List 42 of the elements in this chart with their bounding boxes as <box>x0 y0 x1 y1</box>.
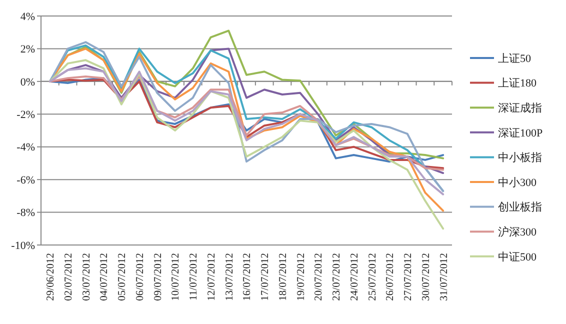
x-tick-label: 30/07/2012 <box>420 253 432 301</box>
x-tick-label: 31/07/2012 <box>438 253 450 301</box>
x-tick-label: 02/07/2012 <box>63 253 74 301</box>
x-tick-label: 20/07/2012 <box>314 253 325 301</box>
x-tick-label: 04/07/2012 <box>99 253 110 301</box>
x-tick-label: 18/07/2012 <box>278 253 289 301</box>
legend-label: 深证成指 <box>498 101 542 114</box>
line-series <box>48 67 444 196</box>
x-tick-label: 16/07/2012 <box>242 253 254 301</box>
legend-label: 沪深300 <box>498 225 537 238</box>
x-tick-label: 11/07/2012 <box>188 253 200 300</box>
line-series <box>48 59 444 230</box>
x-tick-label: 17/07/2012 <box>260 253 272 301</box>
x-tick-label: 23/07/2012 <box>332 253 343 301</box>
x-tick-label: 10/07/2012 <box>170 253 182 301</box>
x-tick-label: 26/07/2012 <box>385 253 396 301</box>
x-tick-label: 06/07/2012 <box>134 253 146 301</box>
y-tick-label: 2% <box>20 44 35 56</box>
y-tick-label: -4% <box>16 142 35 154</box>
x-tick-label: 19/07/2012 <box>296 253 307 301</box>
x-tick-label: 24/07/2012 <box>349 253 360 301</box>
x-tick-label: 12/07/2012 <box>206 253 218 301</box>
x-tick-label: 09/07/2012 <box>152 253 164 301</box>
y-tick-label: -8% <box>16 207 35 220</box>
y-tick-label: 4% <box>20 10 35 23</box>
x-tick-label: 13/07/2012 <box>224 253 236 301</box>
legend-label: 创业板指 <box>498 200 542 214</box>
x-tick-label: 03/07/2012 <box>81 253 92 301</box>
legend-label: 中证500 <box>498 250 537 264</box>
x-tick-label: 27/07/2012 <box>403 253 414 301</box>
y-tick-label: -6% <box>16 174 35 186</box>
legend-label: 上证180 <box>498 76 537 90</box>
y-tick-label: 0% <box>20 76 35 88</box>
legend-label: 中小板指 <box>498 151 542 164</box>
legend-label: 上证50 <box>498 52 532 65</box>
legend-label: 中小300 <box>498 176 537 189</box>
legend-label: 深证100P <box>498 127 543 140</box>
x-tick-label: 29/06/2012 <box>46 253 57 301</box>
y-tick-label: -2% <box>16 108 35 121</box>
y-tick-label: -10% <box>11 240 35 252</box>
x-tick-label: 25/07/2012 <box>367 253 378 301</box>
x-tick-label: 05/07/2012 <box>117 253 128 301</box>
